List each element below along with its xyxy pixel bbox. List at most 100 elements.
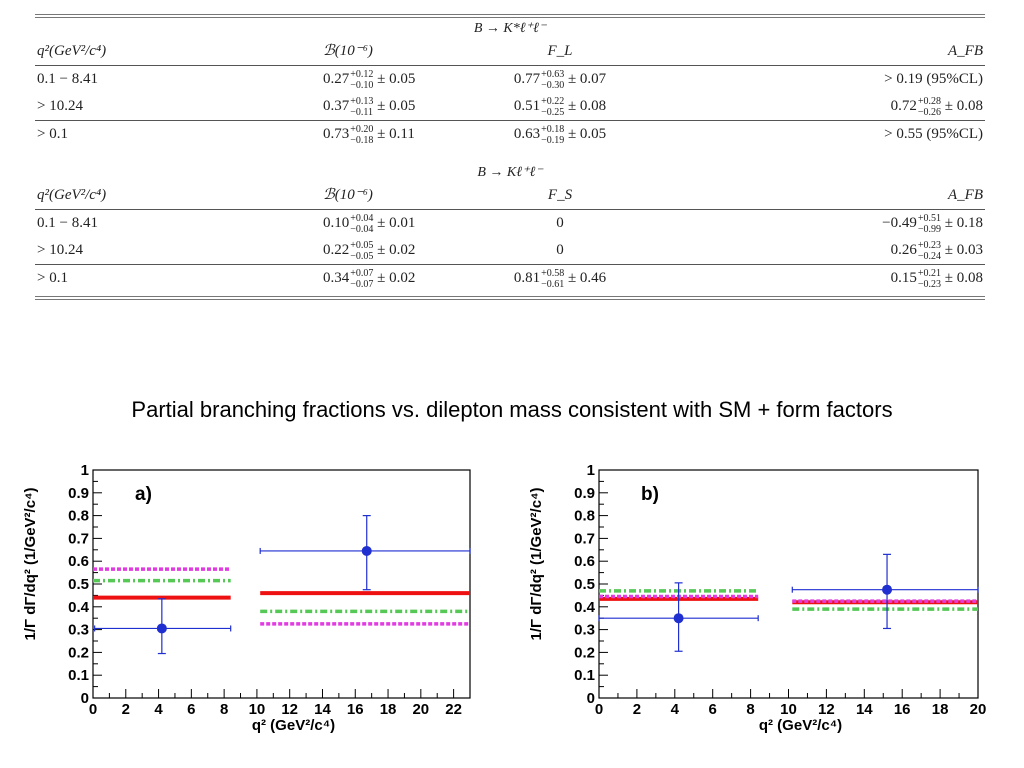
- x-tick-label: 4: [671, 701, 680, 718]
- x-tick-label: 4: [154, 701, 163, 718]
- error-down: −0.24: [917, 250, 942, 262]
- table-row: > 10.24 0.37 +0.13 −0.11 ± 0.05 0.51 +0.22 −0.…: [35, 93, 985, 120]
- x-tick-label: 10: [249, 701, 266, 718]
- asym-error: +0.13 −0.11: [350, 96, 373, 118]
- cell-central-value: 0.81: [513, 270, 541, 286]
- error-down: −0.18: [350, 134, 374, 146]
- table-row: > 10.24 0.22 +0.05 −0.05 ± 0.02 0 0.26 +0.23 −0…: [35, 237, 985, 264]
- error-down: −0.30: [541, 79, 565, 91]
- panel-label: b): [641, 484, 659, 505]
- table-cell: 0.1 − 8.41: [37, 215, 98, 231]
- table-top-rule: [35, 14, 985, 18]
- table-cell: 0: [556, 215, 564, 231]
- y-tick-label: 0.6: [574, 553, 595, 570]
- error-syst: ± 0.01: [377, 215, 416, 231]
- table-cell: > 0.19 (95%CL): [884, 71, 983, 87]
- table-cell: > 10.24: [37, 98, 83, 114]
- table-cell: 0.72 +0.28 −0.26 ± 0.08: [675, 93, 985, 120]
- y-tick-label: 0.9: [68, 485, 89, 502]
- asym-error: +0.20 −0.18: [350, 124, 373, 146]
- asym-error: +0.63 −0.30: [541, 69, 564, 91]
- table-header-row: q²(GeV²/c⁴) ℬ(10⁻⁶) F_S A_FB: [35, 182, 985, 209]
- y-tick-label: 1: [587, 462, 595, 479]
- y-tick-label: 0: [81, 690, 89, 707]
- y-tick-label: 0.5: [574, 576, 595, 593]
- asym-error: +0.51 −0.99: [918, 213, 941, 235]
- error-down: −0.23: [917, 278, 942, 290]
- table-row: > 0.1 0.34 +0.07 −0.07 ± 0.02 0.81 +0.58 −0.61…: [35, 265, 985, 292]
- cell-central-value: 0.22: [323, 242, 350, 258]
- error-up: +0.58: [541, 267, 565, 279]
- error-up: +0.20: [350, 123, 374, 135]
- y-tick-label: 0.7: [574, 530, 595, 547]
- col-header-fs: F_S: [547, 187, 573, 203]
- asym-error: +0.07 −0.07: [350, 268, 373, 290]
- table-cell: 0.63 +0.18 −0.19 ± 0.05: [445, 121, 675, 148]
- error-syst: ± 0.05: [377, 71, 416, 87]
- table-header-row: q²(GeV²/c⁴) ℬ(10⁻⁶) F_L A_FB: [35, 38, 985, 65]
- error-up: +0.22: [541, 95, 565, 107]
- cell-central-value: 0.77: [513, 71, 541, 87]
- error-syst: ± 0.11: [377, 126, 415, 142]
- y-tick-label: 0.2: [68, 644, 89, 661]
- x-tick-label: 12: [281, 701, 298, 718]
- col-header-afb: A_FB: [948, 43, 983, 59]
- cell-central-value: 0.37: [323, 98, 350, 114]
- x-tick-label: 16: [347, 701, 364, 718]
- error-down: −0.26: [917, 106, 942, 118]
- x-tick-label: 0: [595, 701, 603, 718]
- x-tick-label: 6: [709, 701, 717, 718]
- table-cell: 0.77 +0.63 −0.30 ± 0.07: [445, 66, 675, 93]
- error-syst: ± 0.46: [567, 270, 607, 286]
- error-syst: ± 0.02: [377, 242, 416, 258]
- error-down: −0.10: [350, 79, 374, 91]
- x-tick-label: 18: [380, 701, 397, 718]
- col-header-branching: ℬ(10⁻⁶): [323, 43, 373, 59]
- cell-central-value: 0.27: [323, 71, 350, 87]
- panel-label: a): [135, 484, 152, 505]
- chart-panel-b: 00.10.20.30.40.50.60.70.80.910 2 4 6 8 10 12 14…: [528, 462, 987, 734]
- col-header-q2: q²(GeV²/c⁴): [37, 187, 107, 203]
- col-header-branching: ℬ(10⁻⁶): [323, 187, 373, 203]
- error-up: +0.23: [917, 239, 942, 251]
- asym-error: +0.04 −0.04: [350, 213, 373, 235]
- y-tick-label: 1: [81, 462, 89, 479]
- error-up: +0.21: [917, 267, 942, 279]
- y-axis-label: 1/Γ dΓ/dq² (1/GeV²/c⁴): [22, 488, 39, 641]
- error-syst: ± 0.05: [567, 126, 607, 142]
- y-axis-label: 1/Γ dΓ/dq² (1/GeV²/c⁴): [528, 488, 545, 641]
- col-header-afb: A_FB: [948, 187, 983, 203]
- error-up: +0.63: [541, 68, 565, 80]
- x-tick-label: 2: [122, 701, 130, 718]
- error-down: −0.07: [350, 278, 374, 290]
- col-header-fl: F_L: [547, 43, 573, 59]
- x-tick-label: 16: [894, 701, 911, 718]
- col-header-q2: q²(GeV²/c⁴): [37, 43, 107, 59]
- error-down: −0.99: [917, 223, 942, 235]
- y-tick-label: 0: [587, 690, 595, 707]
- table-cell: −0.49 +0.51 −0.99 ± 0.18: [675, 210, 985, 237]
- cell-central-value: 0.51: [513, 98, 541, 114]
- data-point: [882, 584, 893, 595]
- y-tick-label: 0.2: [574, 644, 595, 661]
- error-down: −0.11: [350, 106, 374, 118]
- error-up: +0.05: [350, 239, 374, 251]
- error-down: −0.05: [350, 250, 374, 262]
- table-cell: > 10.24: [37, 242, 83, 258]
- table-row: 0.1 − 8.41 0.27 +0.12 −0.10 ± 0.05 0.77 +0.63…: [35, 66, 985, 93]
- table-cell: 0.26 +0.23 −0.24 ± 0.03: [675, 237, 985, 264]
- error-syst: ± 0.08: [944, 98, 983, 114]
- y-tick-label: 0.3: [574, 622, 595, 639]
- table-cell: > 0.1: [37, 126, 68, 142]
- chart-panel-a: 00.10.20.30.40.50.60.70.80.910 2 4 6 8 10 12 14…: [22, 462, 471, 734]
- error-syst: ± 0.08: [944, 270, 983, 286]
- error-up: +0.12: [350, 68, 374, 80]
- x-tick-label: 14: [856, 701, 873, 718]
- data-point: [361, 545, 372, 556]
- table-cell: 0: [556, 242, 564, 258]
- table-row: 0.1 − 8.41 0.10 +0.04 −0.04 ± 0.01 0 −0.49 +0.…: [35, 210, 985, 237]
- x-tick-label: 20: [970, 701, 987, 718]
- table-cell: 0.37 +0.13 −0.11 ± 0.05: [215, 93, 445, 120]
- cell-central-value: 0.26: [890, 242, 917, 258]
- y-tick-label: 0.1: [68, 667, 89, 684]
